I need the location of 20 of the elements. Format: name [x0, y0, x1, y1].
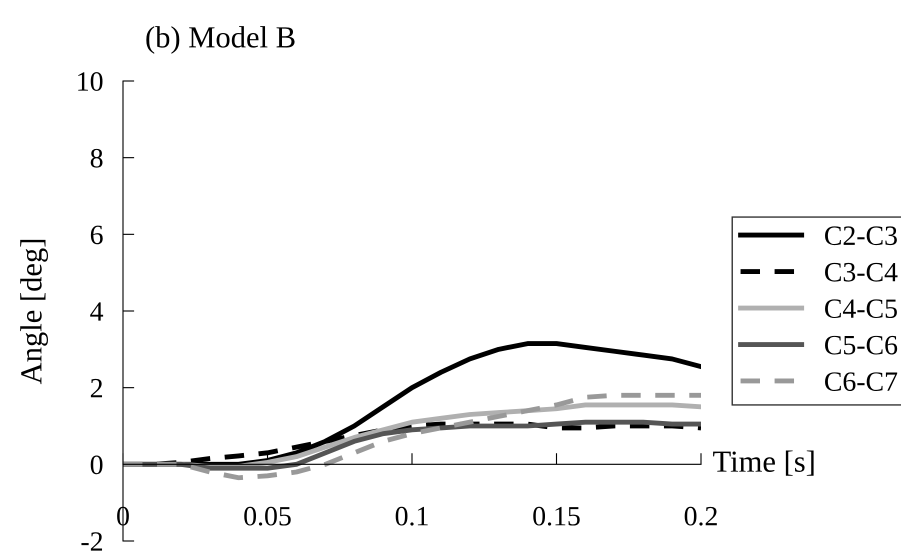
- y-tick-label: 0: [90, 456, 102, 474]
- y-tick-label: -2: [81, 532, 102, 551]
- x-tick-label: 0.1: [396, 506, 428, 526]
- x-axis-title: Time [s]: [713, 450, 814, 476]
- line-series: [123, 392, 701, 480]
- legend-label: C2-C3: [825, 226, 897, 246]
- legend-label: C6-C7: [825, 372, 898, 391]
- y-tick-label: 6: [90, 226, 103, 244]
- x-tick-label: 0.15: [533, 506, 580, 526]
- x-tick-label: 0.2: [684, 506, 717, 526]
- legend-label: C5-C6: [825, 336, 898, 355]
- y-tick-label: 8: [90, 148, 102, 168]
- y-axis-title: Angle [deg]: [20, 240, 48, 384]
- x-tick-label: 0.05: [244, 506, 291, 526]
- legend-label: C4-C5: [825, 299, 897, 318]
- legend-label: C3-C4: [825, 262, 898, 282]
- y-tick-label: 2: [90, 378, 102, 398]
- y-tick-label: 4: [90, 302, 104, 321]
- y-tick-label: 10: [78, 72, 102, 91]
- chart-title: (b) Model B: [146, 26, 295, 54]
